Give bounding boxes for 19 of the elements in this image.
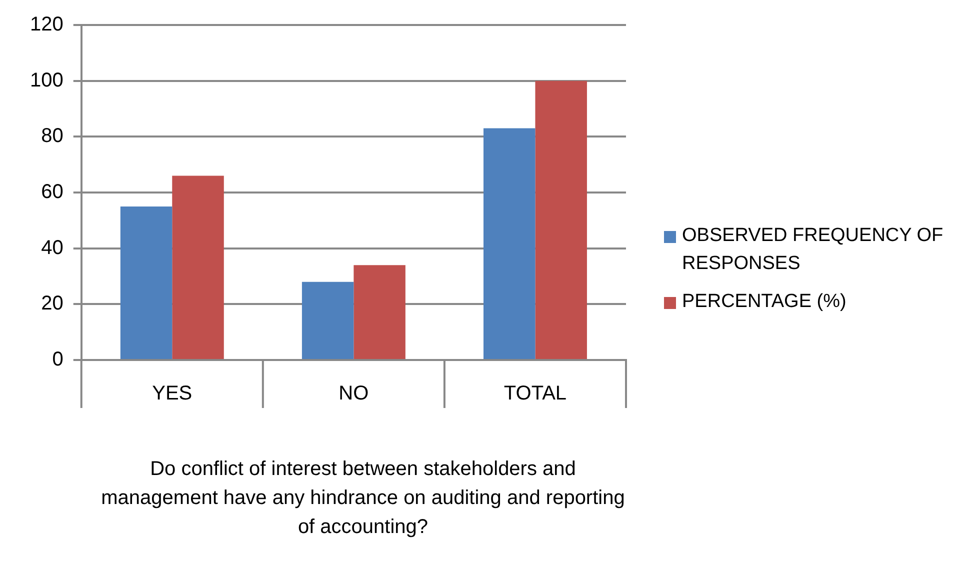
- y-tick-label: 100: [30, 69, 64, 92]
- bar: [354, 265, 406, 359]
- bar: [172, 176, 224, 359]
- y-tick-label: 0: [52, 348, 64, 371]
- y-tick-label: 60: [41, 181, 64, 204]
- legend-label: OBSERVED FREQUENCY OF RESPONSES: [682, 224, 944, 276]
- y-tick-label: 80: [41, 125, 64, 148]
- legend-label: PERCENTAGE (%): [682, 290, 848, 314]
- bar: [302, 282, 354, 359]
- bar: [483, 128, 536, 359]
- y-tick-label: 20: [41, 292, 64, 315]
- y-tick-label: 120: [30, 14, 64, 36]
- x-tick-label: TOTAL: [504, 382, 567, 405]
- x-tick-label: YES: [152, 382, 192, 405]
- bar: [535, 80, 587, 359]
- x-axis-title: Do conflict of interest between stakeholders and management have any hindrance on auditing and reporting of accounting?: [100, 457, 626, 540]
- y-tick-label: 40: [41, 236, 64, 259]
- bar: [120, 206, 172, 359]
- x-tick-label: NO: [338, 382, 369, 405]
